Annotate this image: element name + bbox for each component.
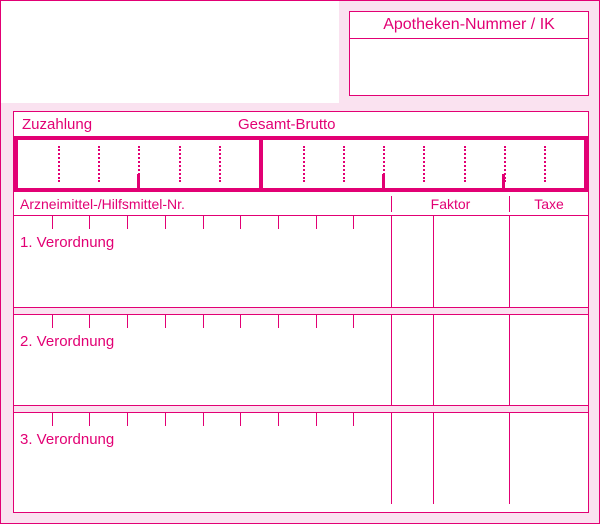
verordnung-row-3: 3. Verordnung <box>14 412 588 504</box>
subheader-row: Arzneimittel-/Hilfsmittel-Nr. Faktor Tax… <box>14 192 588 216</box>
zuzahlung-label: Zuzahlung <box>14 116 232 133</box>
verordnung-2-faktor-b <box>434 315 510 405</box>
verordnung-row-2: 2. Verordnung <box>14 314 588 406</box>
verordnung-2-taxe <box>510 315 588 405</box>
digit-ruler <box>14 413 391 426</box>
gesamt-brutto-label: Gesamt-Brutto <box>232 116 588 133</box>
form-page: Apotheken-Nummer / IK Zuzahlung Gesamt-B… <box>0 0 600 524</box>
verordnung-3-faktor-b <box>434 413 510 504</box>
digit-ruler <box>14 315 391 328</box>
verordnung-3-faktor-a <box>392 413 434 504</box>
col-arzneimittel-label: Arzneimittel-/Hilfsmittel-Nr. <box>14 196 392 212</box>
brutto-mark-1 <box>382 174 385 188</box>
col-taxe-label: Taxe <box>510 196 588 212</box>
verordnung-1-faktor-b <box>434 216 510 307</box>
brutto-mark-2 <box>502 174 505 188</box>
gesamt-brutto-digits <box>263 140 584 188</box>
number-strip <box>14 136 588 192</box>
verordnung-row-1: 1. Verordnung <box>14 216 588 308</box>
apotheken-nummer-box: Apotheken-Nummer / IK <box>349 11 589 96</box>
top-left-cutout <box>1 1 339 103</box>
apotheken-nummer-label: Apotheken-Nummer / IK <box>350 12 588 39</box>
verordnung-1-taxe <box>510 216 588 307</box>
col-faktor-label: Faktor <box>392 196 510 212</box>
digit-ruler <box>14 216 391 229</box>
verordnung-3-taxe <box>510 413 588 504</box>
zuzahlung-digits <box>18 140 259 188</box>
zuzahlung-thousands-mark <box>137 174 140 188</box>
top-labels-row: Zuzahlung Gesamt-Brutto <box>14 112 588 136</box>
verordnung-2-faktor-a <box>392 315 434 405</box>
verordnung-1-faktor-a <box>392 216 434 307</box>
main-panel: Zuzahlung Gesamt-Brutto <box>13 111 589 513</box>
